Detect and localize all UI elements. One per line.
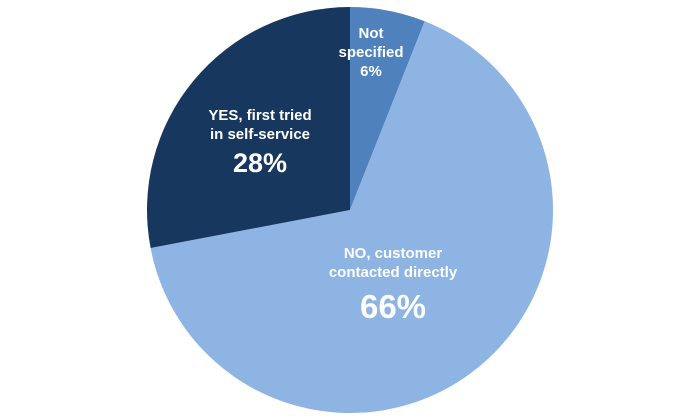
- slice-percent-not-specified: 6%: [360, 63, 382, 81]
- slice-yes: [147, 7, 350, 249]
- slice-not-specified: [350, 7, 425, 210]
- slice-percent-yes: 28%: [232, 148, 288, 179]
- slice-label-not-specified: Not specified 6%: [326, 24, 416, 82]
- slice-percent-no: 66%: [359, 288, 427, 326]
- slice-no: [150, 21, 553, 414]
- slice-label-yes: YES, first tried in self-service 28%: [170, 106, 350, 181]
- slice-name-no: NO, customer contacted directly: [328, 245, 458, 282]
- slice-name-yes: YES, first tried in self-service: [208, 107, 312, 144]
- slice-label-no: NO, customer contacted directly 66%: [288, 244, 498, 329]
- slice-name-not-specified: Not specified: [338, 25, 404, 62]
